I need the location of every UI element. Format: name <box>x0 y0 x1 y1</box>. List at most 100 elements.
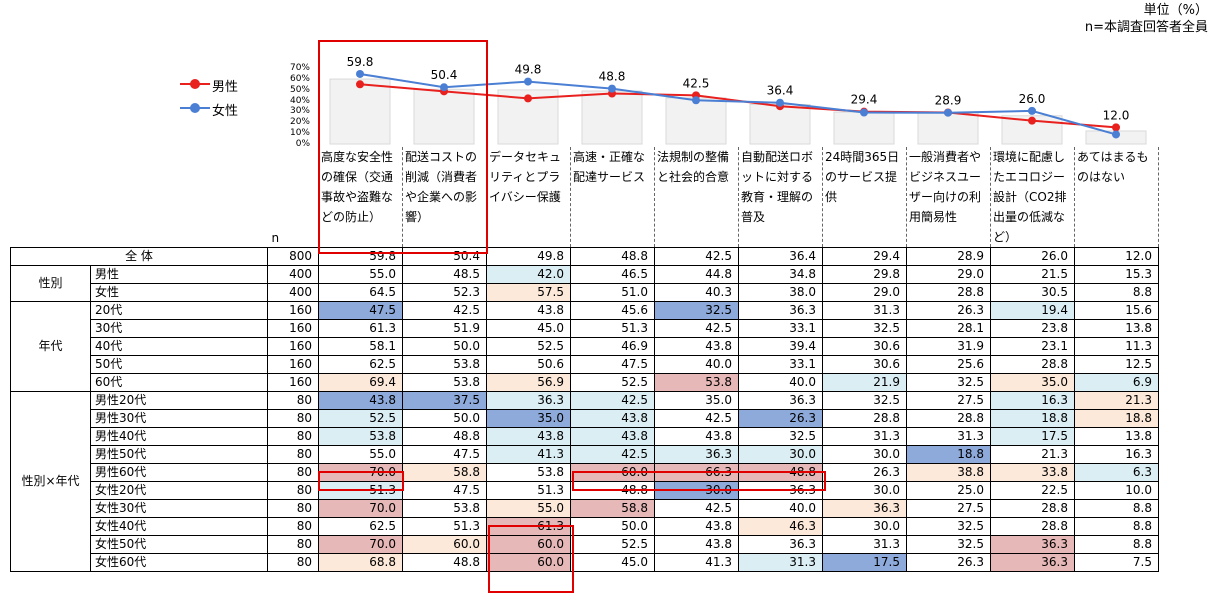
table-cell: 30.6 <box>822 337 907 356</box>
table-row-total: 全 体 800 59.8 50.4 49.8 48.8 42.5 36.4 29.4 28.9 26… <box>10 247 1159 266</box>
table-cell: 38.8 <box>906 463 991 482</box>
sample-note: n=本調査回答者全員 <box>1084 20 1208 35</box>
table-cell: 36.3 <box>654 445 739 464</box>
table-cell: 55.0 <box>486 499 571 518</box>
table-cell: 44.8 <box>654 265 739 284</box>
table-cell: 30.0 <box>822 445 907 464</box>
n-value: 80 <box>267 445 319 464</box>
table-cell: 23.1 <box>990 337 1075 356</box>
row-label: 女性 <box>90 283 268 302</box>
total-bar <box>581 90 643 145</box>
table-cell: 48.8 <box>570 247 655 266</box>
series-point-female <box>356 69 364 78</box>
table-cell: 28.8 <box>906 283 991 302</box>
table-cell: 36.3 <box>738 391 823 410</box>
table-cell: 36.3 <box>738 481 823 500</box>
table-cell: 59.8 <box>318 247 403 266</box>
table-cell: 43.8 <box>486 301 571 320</box>
table-cell: 45.6 <box>570 301 655 320</box>
table-cell: 37.5 <box>402 391 487 410</box>
n-value: 80 <box>267 499 319 518</box>
table-cell: 30.6 <box>822 355 907 374</box>
table-cell: 27.5 <box>906 499 991 518</box>
table-cell: 32.5 <box>822 391 907 410</box>
table-cell: 60.0 <box>570 463 655 482</box>
table-cell: 36.3 <box>738 535 823 554</box>
row-label: 女性20代 <box>90 481 268 500</box>
table-cell: 10.0 <box>1074 481 1159 500</box>
table-cell: 28.9 <box>906 247 991 266</box>
table-cell: 33.1 <box>738 319 823 338</box>
table-row: 男性30代 80 52.5 50.0 35.0 43.8 42.5 26.3 28.8 28.8 1… <box>11 409 1159 428</box>
row-label: 40代 <box>90 337 268 356</box>
table-cell: 28.1 <box>906 319 991 338</box>
table-cell: 31.3 <box>906 427 991 446</box>
row-label: 男性 <box>90 265 268 284</box>
table-cell: 26.3 <box>906 301 991 320</box>
table-cell: 62.5 <box>318 355 403 374</box>
table-cell: 68.8 <box>318 553 403 572</box>
series-point-male <box>524 94 532 103</box>
table-cell: 19.4 <box>990 301 1075 320</box>
row-label: 20代 <box>90 301 268 320</box>
table-cell: 53.8 <box>402 355 487 374</box>
column-header: 24時間365日のサービス提供 <box>822 147 907 248</box>
n-value: 800 <box>267 247 319 266</box>
table-cell: 58.1 <box>318 337 403 356</box>
total-bar <box>665 97 727 145</box>
table-row: 女性30代 80 70.0 53.8 55.0 58.8 42.5 40.0 36.3 27.5 2… <box>11 499 1159 518</box>
series-point-female <box>692 96 700 105</box>
table-cell: 27.5 <box>906 391 991 410</box>
table-cell: 52.3 <box>402 283 487 302</box>
table-cell: 25.6 <box>906 355 991 374</box>
table-row: 30代 160 61.3 51.9 45.0 51.3 42.5 33.1 32.5 28.1 23… <box>11 319 1159 338</box>
row-label: 男性50代 <box>90 445 268 464</box>
series-point-male <box>356 80 364 89</box>
row-label: 女性30代 <box>90 499 268 518</box>
table-cell: 35.0 <box>990 373 1075 392</box>
y-tick-label: 20% <box>289 117 310 128</box>
total-bar <box>749 103 811 145</box>
table-cell: 36.3 <box>822 499 907 518</box>
table-cell: 42.5 <box>654 319 739 338</box>
y-tick-label: 40% <box>289 95 310 106</box>
table-cell: 51.3 <box>570 319 655 338</box>
table-cell: 28.8 <box>990 517 1075 536</box>
table-cell: 13.8 <box>1074 319 1159 338</box>
unit-note: 単位（%） n=本調査回答者全員 <box>1085 2 1208 36</box>
table-cell: 60.0 <box>486 535 571 554</box>
legend-marker-female <box>190 103 200 113</box>
table-cell: 31.3 <box>822 535 907 554</box>
table-cell: 42.5 <box>402 301 487 320</box>
table-cell: 12.5 <box>1074 355 1159 374</box>
table-cell: 33.8 <box>990 463 1075 482</box>
table-cell: 51.3 <box>486 481 571 500</box>
table-cell: 58.8 <box>402 463 487 482</box>
n-header: n <box>267 147 319 248</box>
y-tick-label: 50% <box>289 84 310 95</box>
table-cell: 21.9 <box>822 373 907 392</box>
table-cell: 41.3 <box>654 553 739 572</box>
n-value: 80 <box>267 553 319 572</box>
table-row: 女性60代 80 68.8 48.8 60.0 45.0 41.3 31.3 17.5 26.3 3… <box>11 553 1159 572</box>
table-cell: 36.4 <box>738 247 823 266</box>
table-cell: 48.5 <box>402 265 487 284</box>
header-row: n 高度な安全性の確保（交通事故や盗難などの防止） 配送コストの削減（消費者や企業へ… <box>10 147 1159 248</box>
n-value: 80 <box>267 427 319 446</box>
table-cell: 61.3 <box>486 517 571 536</box>
table-cell: 66.3 <box>654 463 739 482</box>
n-value: 80 <box>267 481 319 500</box>
table-cell: 7.5 <box>1074 553 1159 572</box>
total-bar <box>917 112 979 145</box>
line-chart: 59.8 50.4 49.8 48.8 42.5 36.4 29.4 28.9 26.0 12.0 <box>329 55 1147 145</box>
table-cell: 32.5 <box>906 517 991 536</box>
table-cell: 16.3 <box>990 391 1075 410</box>
table-cell: 51.0 <box>570 283 655 302</box>
table-cell: 16.3 <box>1074 445 1159 464</box>
table-cell: 47.5 <box>402 481 487 500</box>
table-cell: 48.8 <box>738 463 823 482</box>
table-cell: 70.0 <box>318 535 403 554</box>
table-cell: 21.3 <box>990 445 1075 464</box>
table-cell: 70.0 <box>318 463 403 482</box>
table-cell: 21.3 <box>1074 391 1159 410</box>
